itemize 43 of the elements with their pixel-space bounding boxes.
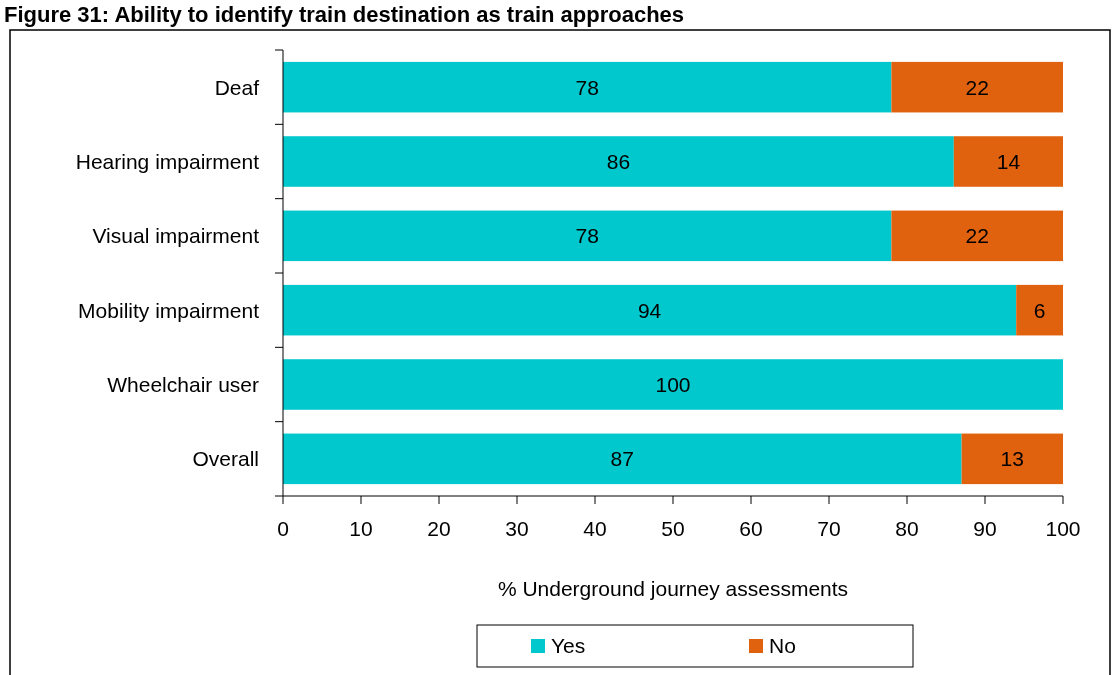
x-tick-label: 90	[973, 517, 997, 540]
bar	[1016, 284, 1063, 336]
bar	[283, 61, 892, 113]
data-label: 14	[996, 149, 1021, 173]
legend-label: Yes	[551, 634, 586, 658]
data-label: 86	[606, 149, 631, 173]
x-tick-label: 30	[505, 517, 529, 540]
bar	[891, 61, 1063, 113]
y-tick-label: Deaf	[214, 75, 260, 99]
bar	[283, 433, 962, 485]
bar	[953, 136, 1063, 187]
x-tick-label: 40	[583, 517, 607, 540]
data-label: 78	[575, 75, 599, 99]
data-label: 22	[965, 75, 989, 99]
bar	[961, 433, 1063, 485]
bar	[283, 210, 892, 262]
data-label: 100	[655, 372, 691, 396]
data-label: 6	[1033, 298, 1046, 322]
legend-label: No	[769, 634, 796, 658]
x-tick-label: 0	[277, 517, 289, 540]
bar	[891, 210, 1063, 262]
data-label: 78	[575, 224, 599, 248]
x-tick-label: 10	[349, 517, 373, 540]
chart-title: Figure 31: Ability to identify train destination as train approaches	[4, 2, 685, 27]
bar	[283, 284, 1017, 336]
data-label: 87	[610, 447, 634, 471]
data-label: 13	[1000, 447, 1024, 471]
data-label: 22	[965, 224, 989, 248]
x-tick-label: 70	[817, 517, 841, 540]
x-tick-label: 50	[661, 517, 685, 540]
x-tick-label: 80	[895, 517, 919, 540]
x-tick-label: 20	[427, 517, 451, 540]
y-tick-label: Visual impairment	[92, 224, 260, 248]
y-tick-label: Wheelchair user	[107, 372, 259, 396]
x-tick-label: 60	[739, 517, 763, 540]
y-tick-label: Mobility impairment	[78, 298, 260, 322]
x-tick-label: 100	[1045, 517, 1081, 540]
y-tick-label: Hearing impairment	[75, 149, 260, 173]
bar	[283, 136, 954, 187]
y-tick-label: Overall	[192, 447, 259, 471]
data-label: 94	[637, 298, 662, 322]
x-axis-title: % Underground journey assessments	[497, 577, 849, 600]
bar	[283, 359, 1063, 410]
